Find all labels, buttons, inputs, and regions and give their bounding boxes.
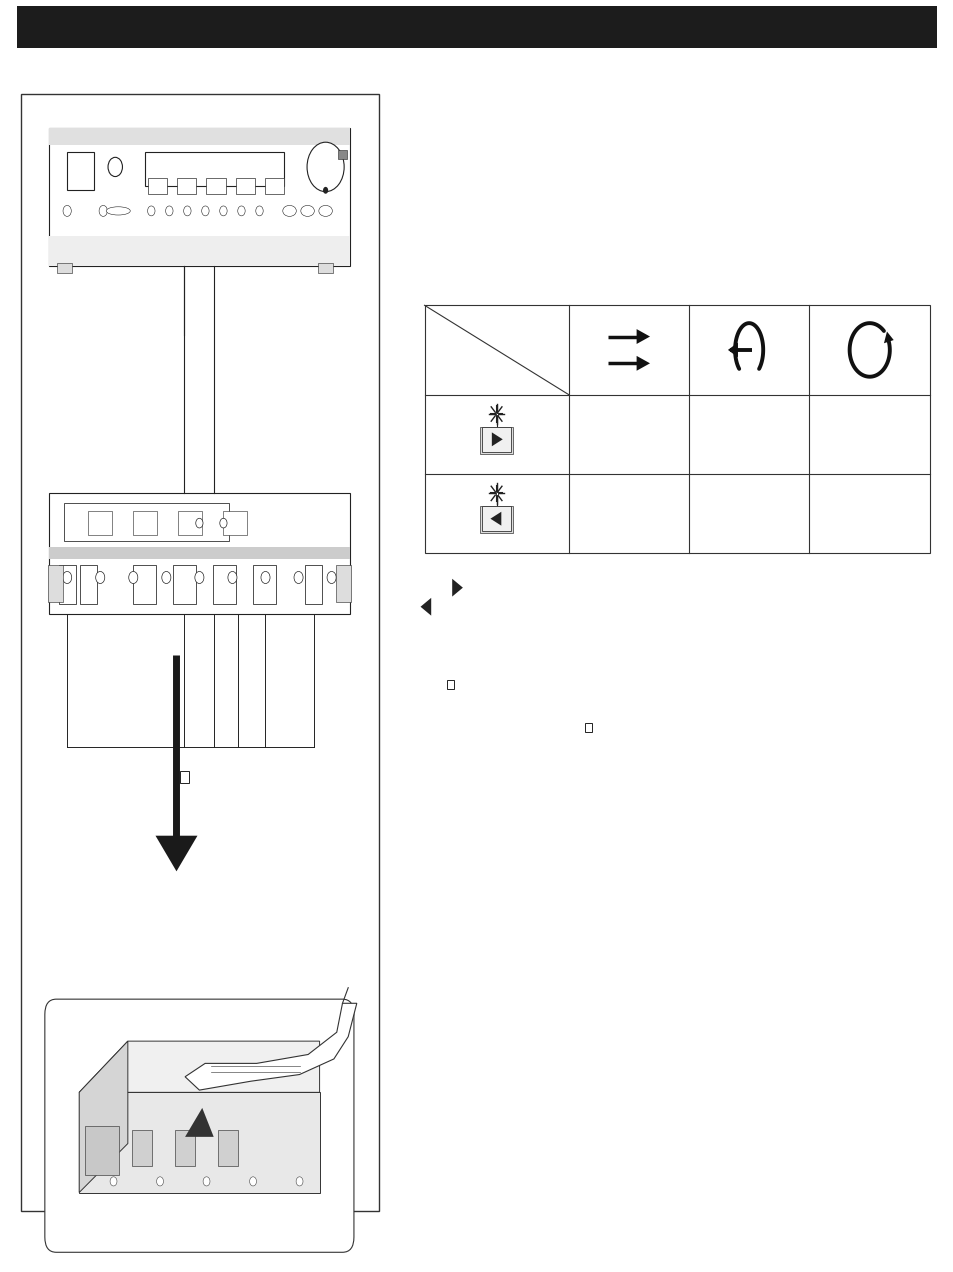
Bar: [133, 566, 156, 604]
Bar: [480, 506, 512, 533]
Bar: [177, 178, 196, 195]
Bar: [64, 502, 229, 542]
Bar: [50, 128, 349, 266]
Bar: [335, 565, 351, 602]
Bar: [145, 151, 283, 186]
Bar: [481, 506, 511, 532]
Circle shape: [323, 187, 328, 193]
Bar: [50, 494, 349, 613]
Polygon shape: [185, 1004, 356, 1090]
Polygon shape: [492, 432, 502, 446]
Bar: [305, 566, 322, 604]
Bar: [206, 178, 225, 195]
Bar: [317, 263, 333, 272]
Bar: [178, 511, 202, 536]
Bar: [481, 426, 511, 452]
Bar: [253, 566, 276, 604]
Circle shape: [166, 206, 172, 216]
Circle shape: [162, 571, 171, 584]
Circle shape: [203, 1177, 210, 1186]
Circle shape: [108, 158, 122, 177]
Polygon shape: [79, 1093, 319, 1193]
Polygon shape: [727, 342, 738, 357]
Circle shape: [63, 571, 71, 584]
Circle shape: [201, 206, 209, 216]
Circle shape: [294, 571, 303, 584]
Bar: [173, 566, 196, 604]
Ellipse shape: [106, 207, 131, 215]
Bar: [480, 426, 512, 454]
Polygon shape: [420, 598, 431, 616]
Bar: [50, 235, 349, 266]
FancyBboxPatch shape: [45, 1000, 354, 1252]
Bar: [48, 565, 63, 602]
Circle shape: [295, 1177, 303, 1186]
Bar: [174, 1130, 194, 1165]
Bar: [17, 6, 936, 48]
Circle shape: [148, 206, 154, 216]
Bar: [235, 178, 254, 195]
Bar: [85, 1126, 119, 1175]
Bar: [148, 178, 167, 195]
Polygon shape: [155, 836, 197, 871]
Bar: [217, 1130, 237, 1165]
Circle shape: [95, 571, 105, 584]
Circle shape: [99, 205, 108, 216]
Circle shape: [129, 571, 137, 584]
Polygon shape: [490, 511, 500, 525]
Circle shape: [327, 571, 335, 584]
Ellipse shape: [300, 205, 314, 216]
Circle shape: [237, 206, 245, 216]
Bar: [56, 263, 71, 272]
Circle shape: [156, 1177, 163, 1186]
Bar: [21, 94, 378, 1211]
Bar: [495, 492, 497, 495]
Bar: [495, 412, 497, 416]
Circle shape: [261, 571, 270, 584]
Bar: [67, 151, 94, 191]
Bar: [223, 511, 247, 536]
Circle shape: [307, 142, 344, 192]
Circle shape: [194, 571, 204, 584]
Circle shape: [63, 205, 71, 216]
Bar: [337, 150, 346, 159]
Bar: [80, 566, 96, 604]
Polygon shape: [79, 1040, 128, 1193]
Bar: [446, 679, 453, 689]
Circle shape: [110, 1177, 117, 1186]
Polygon shape: [636, 329, 649, 343]
Ellipse shape: [282, 205, 296, 216]
Bar: [50, 547, 349, 560]
Ellipse shape: [318, 205, 332, 216]
Circle shape: [255, 206, 263, 216]
Bar: [180, 771, 189, 782]
Bar: [424, 305, 929, 553]
Bar: [265, 178, 284, 195]
Bar: [50, 128, 349, 145]
Circle shape: [219, 518, 227, 528]
Bar: [133, 511, 157, 536]
Circle shape: [184, 206, 191, 216]
Bar: [585, 722, 591, 733]
Bar: [213, 566, 236, 604]
Polygon shape: [79, 1040, 319, 1093]
Circle shape: [228, 571, 236, 584]
Polygon shape: [883, 332, 893, 343]
Polygon shape: [452, 579, 462, 597]
Bar: [132, 1130, 152, 1165]
Circle shape: [250, 1177, 256, 1186]
Circle shape: [219, 206, 227, 216]
Bar: [59, 566, 75, 604]
Polygon shape: [185, 1108, 213, 1137]
Circle shape: [195, 518, 203, 528]
Polygon shape: [636, 356, 649, 370]
Bar: [88, 511, 112, 536]
